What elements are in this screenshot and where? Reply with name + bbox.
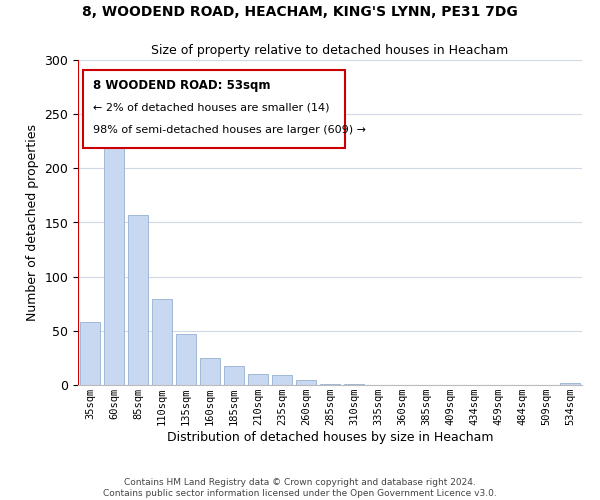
Bar [200, 358, 220, 385]
X-axis label: Distribution of detached houses by size in Heacham: Distribution of detached houses by size … [167, 431, 493, 444]
Bar [320, 384, 340, 385]
Bar [344, 384, 364, 385]
Bar [560, 383, 580, 385]
Bar [152, 300, 172, 385]
Text: 8 WOODEND ROAD: 53sqm: 8 WOODEND ROAD: 53sqm [93, 80, 271, 92]
Text: Contains HM Land Registry data © Crown copyright and database right 2024.
Contai: Contains HM Land Registry data © Crown c… [103, 478, 497, 498]
Bar [80, 322, 100, 385]
Bar [128, 215, 148, 385]
Y-axis label: Number of detached properties: Number of detached properties [26, 124, 39, 321]
Bar [224, 366, 244, 385]
Text: ← 2% of detached houses are smaller (14): ← 2% of detached houses are smaller (14) [93, 102, 329, 113]
Bar [272, 375, 292, 385]
Title: Size of property relative to detached houses in Heacham: Size of property relative to detached ho… [151, 44, 509, 58]
Text: 8, WOODEND ROAD, HEACHAM, KING'S LYNN, PE31 7DG: 8, WOODEND ROAD, HEACHAM, KING'S LYNN, P… [82, 5, 518, 19]
FancyBboxPatch shape [83, 70, 345, 148]
Bar [248, 374, 268, 385]
Bar [104, 146, 124, 385]
Bar [176, 334, 196, 385]
Bar [296, 380, 316, 385]
Text: 98% of semi-detached houses are larger (609) →: 98% of semi-detached houses are larger (… [93, 125, 366, 135]
